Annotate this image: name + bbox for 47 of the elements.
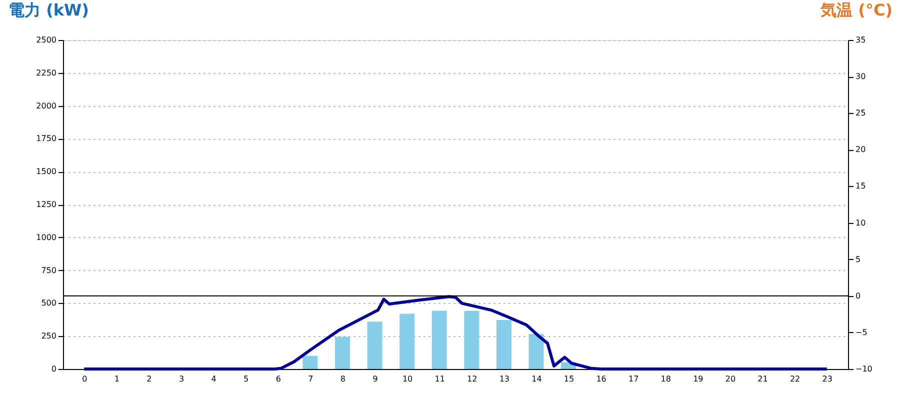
y2-tick-label: −10 — [856, 364, 872, 374]
x-tick-label: 23 — [822, 374, 832, 384]
x-tick-label: 21 — [758, 374, 768, 384]
x-tick-label: 5 — [244, 374, 249, 384]
y-tick-label: 2250 — [36, 68, 56, 78]
x-tick-label: 3 — [178, 374, 184, 384]
y2-tick-label: 35 — [856, 36, 866, 44]
y2-axis-title: 気温 (°C) — [820, 0, 892, 20]
y-tick-label: 250 — [41, 332, 56, 341]
y-tick-label: 0 — [51, 364, 56, 374]
y-tick-label: 2500 — [36, 36, 56, 44]
y-tick-label: 500 — [41, 298, 56, 308]
y-tick-label: 1000 — [36, 232, 56, 242]
y2-tick-label: 5 — [856, 254, 861, 264]
y-tick-label: 2000 — [36, 101, 56, 110]
y2-tick-label: −5 — [856, 328, 868, 337]
y-tick-label: 1750 — [36, 134, 56, 144]
y2-tick-label: 10 — [856, 218, 866, 228]
x-tick-label: 20 — [725, 374, 736, 384]
x-tick-label: 12 — [467, 374, 478, 384]
y-axis-title: 電力 (kW) — [8, 0, 89, 20]
x-tick-label: 0 — [82, 374, 88, 384]
y2-tick-label: 20 — [856, 145, 866, 154]
x-tick-label: 16 — [596, 374, 606, 384]
x-tick-label: 1 — [114, 374, 120, 384]
y2-tick-label: 25 — [856, 108, 866, 118]
x-tick-label: 15 — [564, 374, 574, 384]
x-tick-label: 22 — [790, 374, 800, 384]
y-tick-label: 1500 — [36, 167, 56, 176]
y2-tick-label: 0 — [856, 291, 861, 300]
x-tick-label: 2 — [146, 374, 152, 384]
x-tick-label: 10 — [402, 374, 413, 384]
y2-tick-label: 30 — [856, 72, 866, 82]
x-tick-label: 4 — [211, 374, 216, 384]
x-tick-label: 14 — [532, 374, 542, 384]
x-tick-label: 7 — [308, 374, 314, 384]
y2-tick-label: 15 — [856, 182, 866, 191]
y-tick-label: 1250 — [36, 200, 56, 209]
y-tick-label: 750 — [41, 266, 56, 275]
x-tick-label: 9 — [372, 374, 378, 384]
x-tick-label: 17 — [628, 374, 639, 384]
x-tick-label: 18 — [660, 374, 671, 384]
x-tick-label: 11 — [434, 374, 445, 384]
x-tick-label: 19 — [693, 374, 704, 384]
x-tick-label: 6 — [276, 374, 281, 384]
x-tick-label: 8 — [340, 374, 346, 384]
x-tick-label: 13 — [499, 374, 510, 384]
